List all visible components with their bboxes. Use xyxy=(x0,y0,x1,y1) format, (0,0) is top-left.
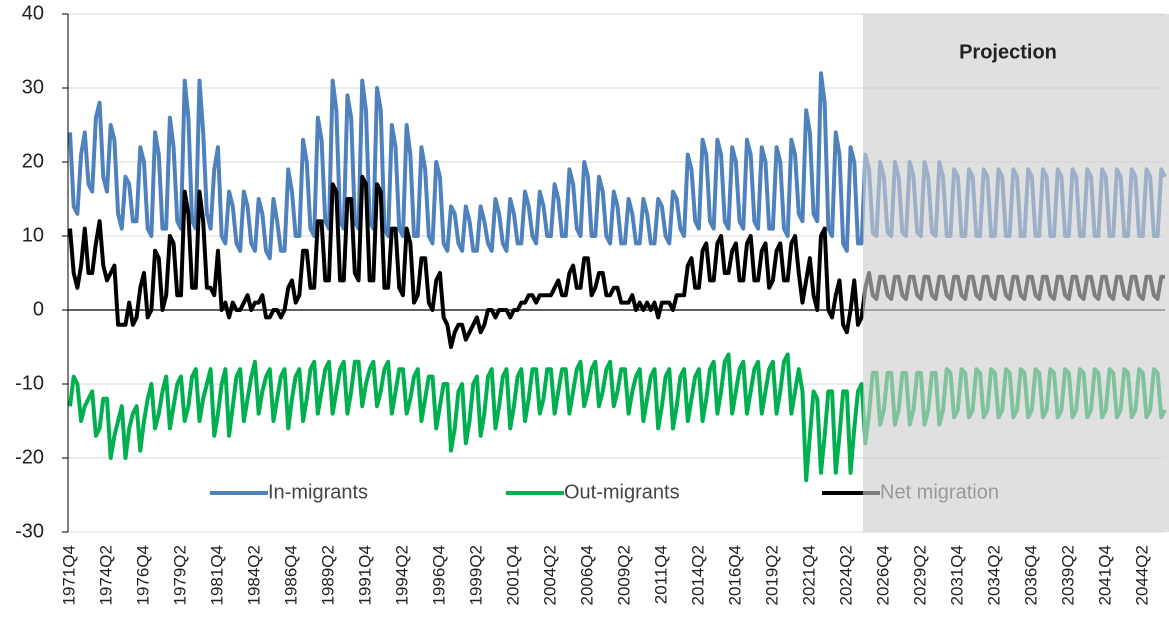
x-tick-label: 2001Q4 xyxy=(503,545,522,606)
y-tick-label: 0 xyxy=(33,298,44,320)
x-tick-label: 2036Q4 xyxy=(1021,545,1040,606)
x-tick-label: 1976Q4 xyxy=(133,545,152,606)
x-tick-label: 1986Q4 xyxy=(281,545,300,606)
x-tick-label: 1979Q2 xyxy=(170,545,189,606)
y-tick-label: 10 xyxy=(22,224,44,246)
y-tick-label: 40 xyxy=(22,2,44,24)
x-tick-label: 2004Q2 xyxy=(540,545,559,606)
x-tick-label: 2021Q4 xyxy=(799,545,818,606)
x-tick-label: 1994Q2 xyxy=(392,545,411,606)
x-tick-label: 1989Q2 xyxy=(318,545,337,606)
x-tick-label: 1991Q4 xyxy=(355,545,374,606)
x-tick-label: 2034Q2 xyxy=(984,545,1003,606)
x-tick-label: 1981Q4 xyxy=(207,545,226,606)
x-tick-label: 1999Q2 xyxy=(466,545,485,606)
y-tick-label: 20 xyxy=(22,150,44,172)
x-tick-label: 2044Q2 xyxy=(1132,545,1151,606)
legend-label: Out-migrants xyxy=(564,481,680,503)
y-tick-label: 30 xyxy=(22,76,44,98)
x-tick-label: 2026Q4 xyxy=(873,545,892,606)
x-tick-label: 2024Q2 xyxy=(836,545,855,606)
x-tick-label: 2011Q4 xyxy=(651,545,670,604)
x-tick-label: 2041Q4 xyxy=(1095,545,1114,606)
x-tick-label: 2014Q2 xyxy=(688,545,707,606)
y-tick-label: -10 xyxy=(15,372,44,394)
x-tick-label: 2006Q4 xyxy=(577,545,596,606)
x-tick-label: 1974Q2 xyxy=(96,545,115,606)
x-tick-label: 2029Q2 xyxy=(910,545,929,606)
x-tick-label: 1984Q2 xyxy=(244,545,263,606)
x-tick-label: 1971Q4 xyxy=(59,545,78,606)
y-tick-label: -20 xyxy=(15,446,44,468)
x-tick-label: 2019Q2 xyxy=(762,545,781,606)
y-tick-label: -30 xyxy=(15,520,44,542)
projection-shade xyxy=(863,14,1169,532)
x-tick-label: 2039Q2 xyxy=(1058,545,1077,606)
axis-layer: -30 -20 -10 0 10 20 30 40 1971Q4 1974Q2 1976Q4 1979… xyxy=(15,2,1151,605)
x-tick-label: 1996Q4 xyxy=(429,545,448,606)
x-tick-label: 2016Q4 xyxy=(725,545,744,606)
projection-label: Projection xyxy=(959,41,1057,63)
x-tick-label: 2031Q4 xyxy=(947,545,966,606)
legend-label: In-migrants xyxy=(268,481,368,503)
x-tick-label: 2009Q2 xyxy=(614,545,633,606)
